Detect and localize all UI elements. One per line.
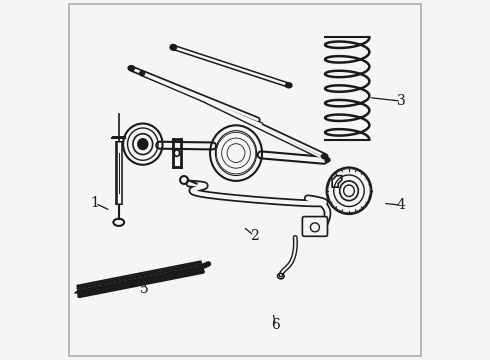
- Ellipse shape: [140, 71, 145, 76]
- Ellipse shape: [321, 154, 328, 159]
- Ellipse shape: [286, 83, 292, 88]
- Ellipse shape: [138, 139, 148, 149]
- Text: 5: 5: [140, 282, 149, 296]
- Text: 6: 6: [271, 318, 280, 332]
- Text: 4: 4: [396, 198, 405, 212]
- Ellipse shape: [170, 44, 176, 50]
- Ellipse shape: [325, 158, 330, 162]
- Text: 3: 3: [396, 94, 405, 108]
- Text: 1: 1: [91, 196, 99, 210]
- FancyBboxPatch shape: [302, 217, 327, 236]
- FancyBboxPatch shape: [69, 4, 421, 356]
- Ellipse shape: [128, 66, 135, 71]
- Text: 2: 2: [249, 229, 258, 243]
